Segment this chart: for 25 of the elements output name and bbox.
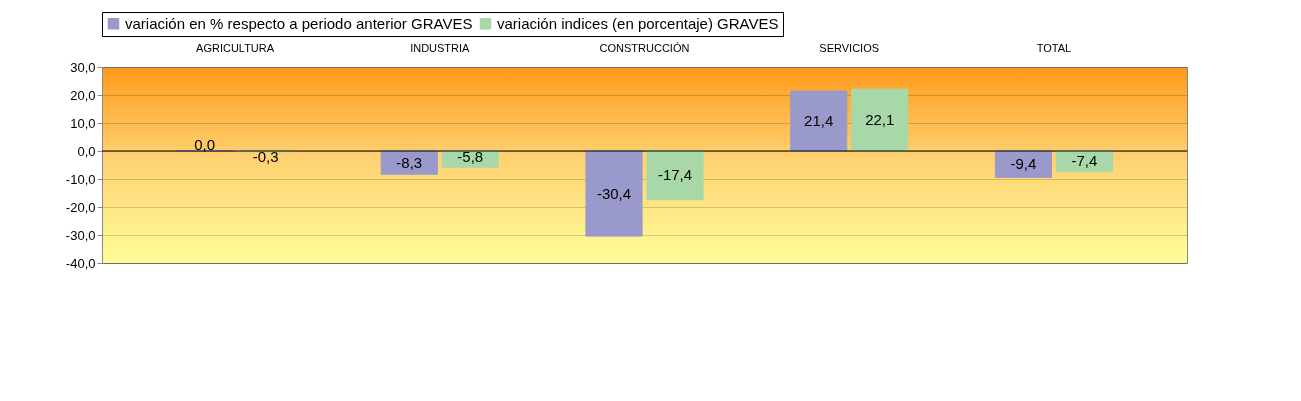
data-label: -8,3 <box>396 153 423 171</box>
x-tick-label: SERVICIOS <box>819 41 880 54</box>
y-tick-label: -30,0 <box>65 227 96 243</box>
x-tick-label: CONSTRUCCIÓN <box>599 41 690 54</box>
data-label: 21,4 <box>804 112 834 130</box>
data-label: 22,1 <box>865 111 895 129</box>
y-tick-label: 10,0 <box>70 115 96 131</box>
legend-label: variación en % respecto a periodo anterior GRAVES <box>125 14 473 32</box>
data-label: 0,0 <box>194 135 215 153</box>
y-tick-label: 20,0 <box>70 87 96 103</box>
data-label: -17,4 <box>657 166 693 184</box>
x-tick-label: TOTAL <box>1036 41 1072 54</box>
y-tick-label: -10,0 <box>65 171 96 187</box>
data-label: -0,3 <box>252 148 279 166</box>
data-label: -9,4 <box>1010 155 1037 173</box>
data-label: -5,8 <box>457 148 484 166</box>
legend-label: variación indices (en porcentaje) GRAVES <box>497 14 779 32</box>
y-tick-label: -20,0 <box>65 199 96 215</box>
data-label: -7,4 <box>1071 152 1098 170</box>
data-label: -30,4 <box>596 184 632 202</box>
y-tick-label: 30,0 <box>70 59 96 75</box>
y-tick-label: 0,0 <box>77 143 96 159</box>
x-tick-label: AGRICULTURA <box>196 41 275 54</box>
x-tick-label: INDUSTRIA <box>410 41 471 54</box>
y-tick-label: -40,0 <box>65 255 96 271</box>
